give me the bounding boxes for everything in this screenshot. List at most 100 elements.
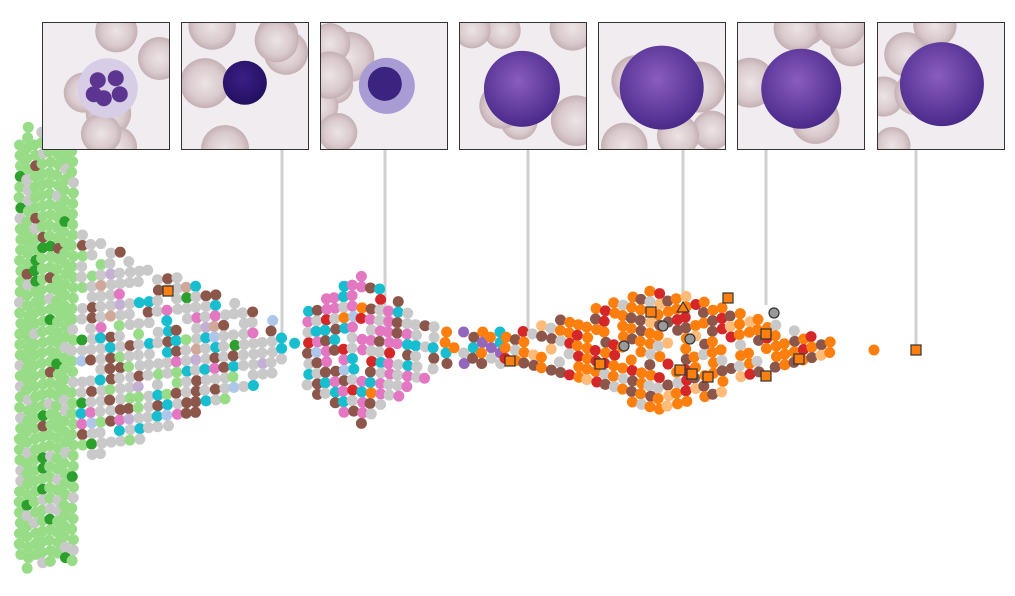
point (402, 307, 414, 319)
point (374, 283, 386, 295)
point (458, 326, 470, 338)
point (654, 351, 666, 363)
point (95, 311, 107, 323)
point (645, 369, 657, 381)
point (609, 349, 621, 361)
point (248, 358, 260, 370)
point (161, 315, 173, 327)
square-point (702, 371, 714, 383)
point (662, 295, 674, 307)
point (627, 375, 639, 387)
point (14, 401, 26, 413)
point (75, 271, 87, 283)
point (105, 279, 117, 291)
point (267, 315, 279, 326)
point (484, 331, 496, 343)
point (581, 353, 593, 365)
point (133, 297, 145, 309)
point (348, 363, 360, 375)
point (643, 380, 655, 392)
point (114, 299, 126, 311)
point (115, 309, 127, 321)
point (124, 371, 136, 383)
point (104, 342, 116, 354)
point (652, 382, 664, 394)
point (86, 438, 98, 450)
image-content (181, 22, 309, 150)
point (95, 290, 107, 302)
point (301, 379, 313, 391)
point (94, 427, 106, 439)
point (364, 397, 376, 409)
point (95, 343, 107, 355)
point (485, 342, 497, 354)
point (133, 318, 145, 330)
point (161, 388, 173, 400)
point (393, 390, 405, 402)
point (364, 366, 376, 378)
point (468, 331, 480, 343)
point (815, 349, 827, 361)
point (36, 546, 48, 558)
point (95, 301, 107, 313)
point (734, 308, 746, 320)
point (330, 323, 342, 335)
point (76, 261, 88, 272)
point (338, 364, 350, 376)
point (706, 315, 718, 327)
point (391, 327, 403, 339)
nucleus (367, 66, 402, 101)
point (824, 336, 836, 348)
point (190, 343, 202, 355)
point (769, 361, 781, 373)
point (190, 291, 202, 303)
point (200, 353, 212, 365)
point (75, 408, 87, 419)
point (357, 344, 369, 356)
point (66, 387, 78, 399)
point (151, 410, 163, 422)
point (581, 363, 593, 375)
point (152, 284, 164, 296)
point (36, 252, 48, 264)
point (95, 322, 107, 334)
point (67, 534, 79, 546)
point (180, 334, 192, 346)
point (373, 346, 385, 358)
point (219, 382, 231, 394)
point (391, 338, 403, 350)
point (681, 395, 693, 407)
point (571, 340, 583, 352)
point (391, 317, 403, 329)
point (373, 315, 385, 326)
point (77, 439, 89, 451)
point (114, 351, 126, 363)
point (355, 312, 367, 324)
point (114, 383, 126, 395)
point (200, 321, 212, 333)
point (58, 373, 70, 385)
point (329, 334, 341, 346)
point (123, 413, 135, 425)
point (346, 353, 358, 365)
point (509, 334, 521, 346)
point (94, 448, 106, 460)
square-point (793, 353, 805, 365)
point (180, 386, 192, 398)
point (518, 347, 530, 359)
point (276, 353, 288, 365)
point (114, 341, 126, 353)
point (96, 437, 108, 449)
point (716, 302, 728, 314)
red-blood-cell (181, 58, 231, 109)
point (114, 278, 126, 290)
point (319, 387, 331, 399)
point (356, 302, 368, 314)
point (760, 342, 772, 354)
point (86, 333, 98, 345)
point (467, 342, 479, 354)
point (67, 513, 79, 525)
point (218, 319, 230, 331)
point (806, 341, 818, 353)
nucleus-lobe (111, 86, 128, 103)
